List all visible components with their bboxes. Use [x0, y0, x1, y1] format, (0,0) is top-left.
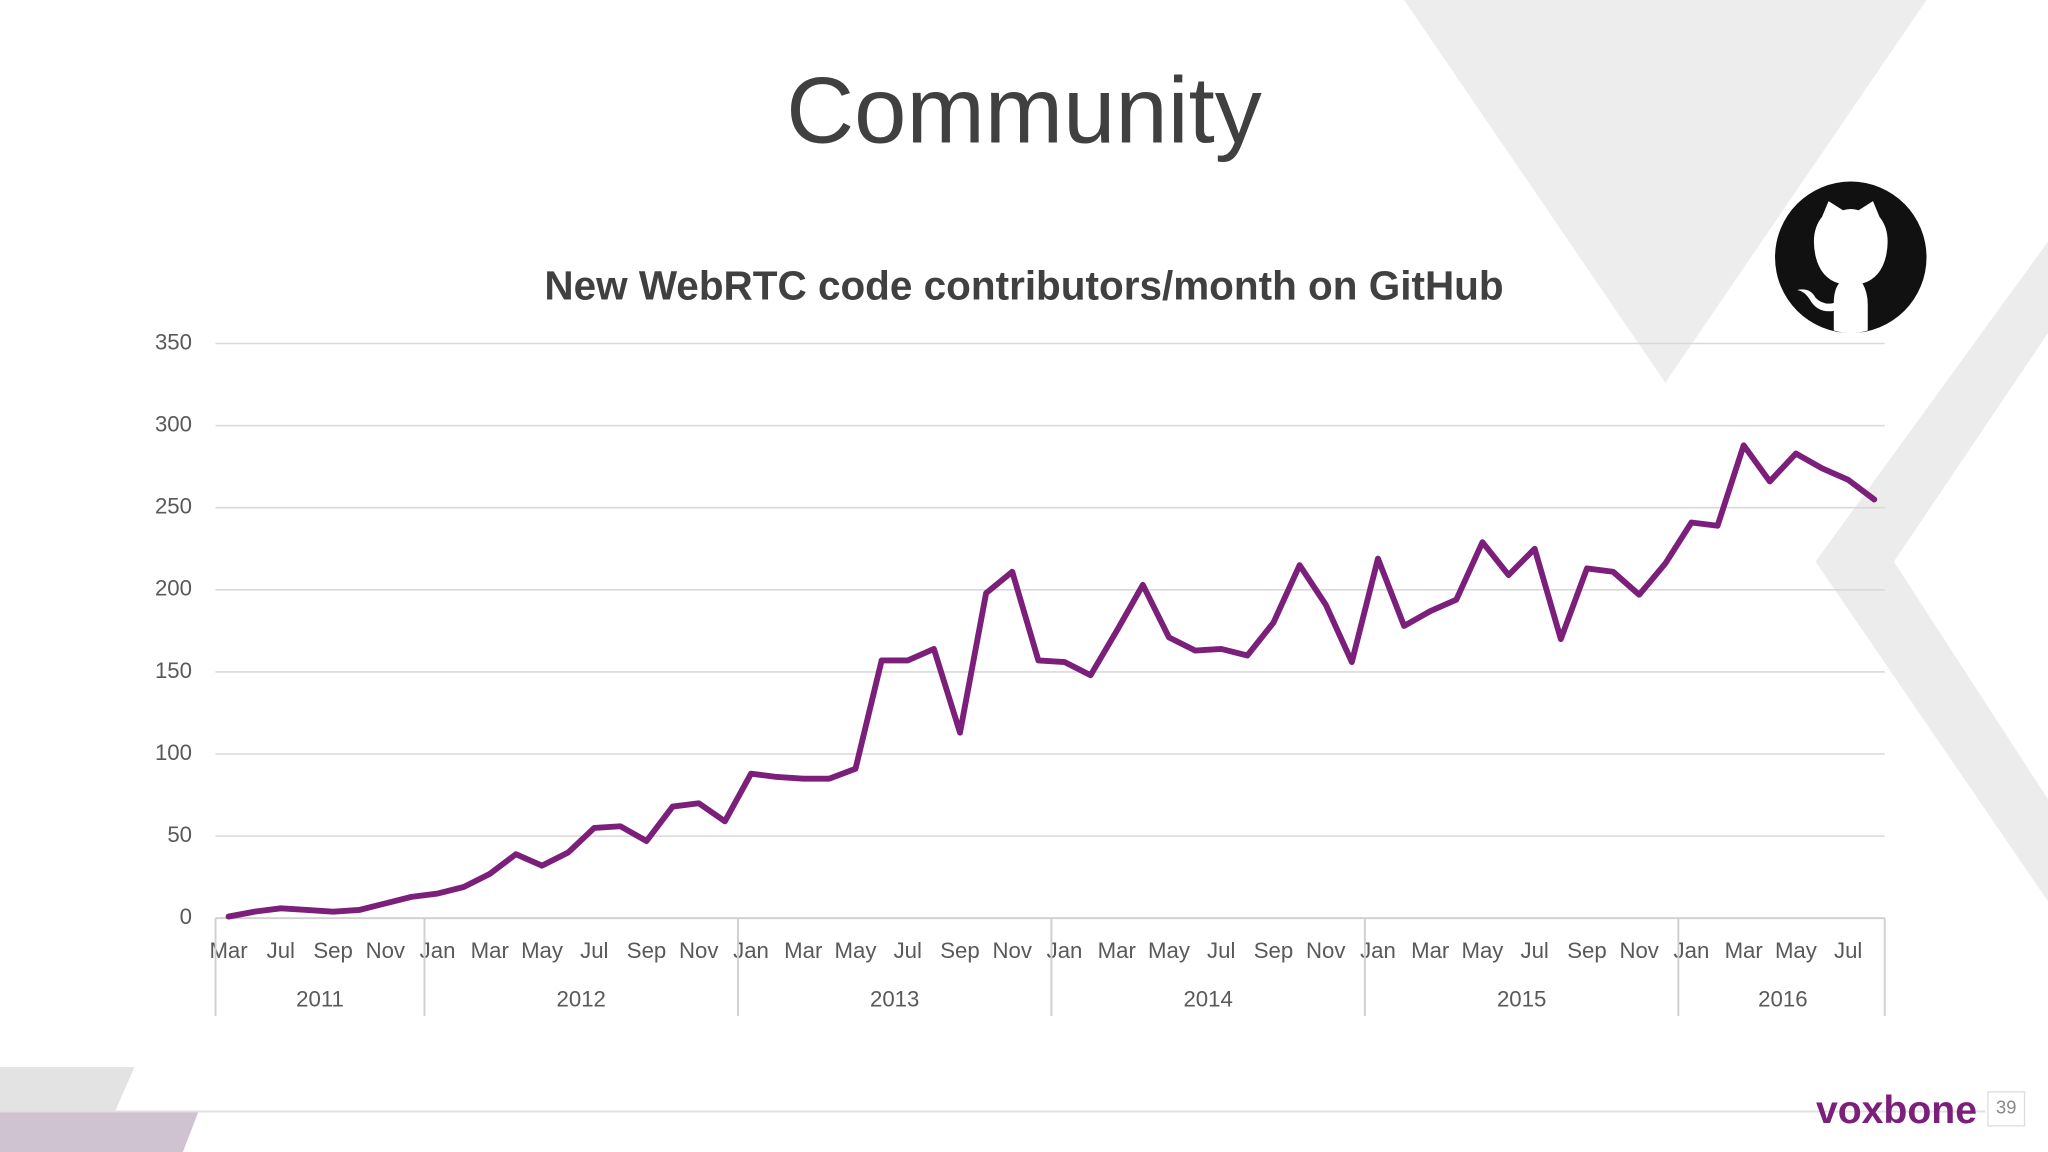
x-tick-label: Jan: [420, 938, 456, 963]
bg-chevron: [1815, 241, 2048, 902]
x-group-label: 2012: [557, 986, 606, 1011]
chart-title: New WebRTC code contributors/month on Gi…: [544, 262, 1503, 308]
page-number: 39: [1996, 1097, 2016, 1118]
x-tick-label: Mar: [1411, 938, 1450, 963]
bg-corner: [0, 1067, 135, 1112]
y-tick-label: 250: [155, 494, 192, 519]
y-tick-label: 200: [155, 576, 192, 601]
bg-triangle: [1404, 0, 1927, 383]
y-tick-label: 0: [180, 904, 192, 929]
x-tick-label: Jan: [1674, 938, 1710, 963]
x-tick-label: May: [835, 938, 878, 963]
slide-title: Community: [786, 57, 1261, 162]
data-line: [225, 442, 1878, 920]
x-group-label: 2011: [296, 986, 344, 1011]
y-tick-label: 350: [155, 329, 192, 354]
y-tick-label: 100: [155, 740, 192, 765]
x-tick-label: Jul: [1834, 938, 1862, 963]
page-number-box: [1987, 1091, 2026, 1127]
x-group-label: 2016: [1758, 986, 1807, 1011]
x-tick-label: Sep: [1254, 938, 1293, 963]
x-tick-label: Jul: [267, 938, 295, 963]
x-tick-label: May: [521, 938, 564, 963]
x-tick-label: May: [1775, 938, 1818, 963]
x-tick-label: Jul: [580, 938, 608, 963]
x-tick-label: Jan: [733, 938, 769, 963]
x-tick-label: Jan: [1360, 938, 1396, 963]
y-tick-label: 50: [167, 822, 192, 847]
x-tick-label: Nov: [1306, 938, 1346, 963]
x-tick-label: Mar: [471, 938, 510, 963]
x-group-label: 2014: [1183, 986, 1232, 1011]
x-group-label: 2015: [1497, 986, 1546, 1011]
x-group-label: 2013: [870, 986, 919, 1011]
x-tick-label: May: [1148, 938, 1191, 963]
x-tick-label: Sep: [1567, 938, 1606, 963]
x-tick-label: Nov: [1619, 938, 1659, 963]
x-tick-label: Jul: [894, 938, 922, 963]
x-tick-label: Nov: [993, 938, 1033, 963]
github-logo: [1775, 181, 1927, 334]
x-tick-label: Sep: [313, 938, 352, 963]
x-tick-label: Nov: [366, 938, 406, 963]
x-tick-label: Sep: [940, 938, 979, 963]
x-tick-label: Mar: [1098, 938, 1137, 963]
y-tick-label: 150: [155, 658, 192, 683]
x-tick-label: Sep: [627, 938, 666, 963]
x-tick-label: Jan: [1047, 938, 1083, 963]
x-tick-label: Nov: [679, 938, 719, 963]
x-tick-label: Mar: [1725, 938, 1764, 963]
x-tick-label: Jul: [1521, 938, 1549, 963]
x-tick-label: Jul: [1207, 938, 1235, 963]
bg-corner: [0, 1111, 199, 1152]
brand-logo: voxbone: [1816, 1089, 1977, 1132]
x-tick-label: May: [1461, 938, 1504, 963]
x-tick-label: Mar: [784, 938, 823, 963]
y-tick-label: 300: [155, 411, 192, 436]
